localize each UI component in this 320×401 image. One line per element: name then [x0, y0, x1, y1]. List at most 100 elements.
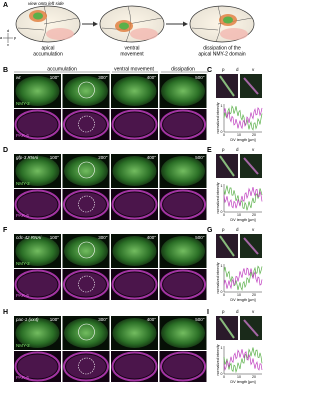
y-tick-label: 1: [221, 346, 223, 350]
par6-fill: [163, 354, 203, 379]
roi-circle: [78, 323, 95, 341]
nmy2-signal: [15, 318, 60, 348]
par6-fill: [163, 272, 203, 297]
intensity-curve: [223, 347, 263, 374]
panel-label: H: [3, 309, 8, 316]
step-label: apical: [41, 45, 54, 51]
nmy2-signal: [64, 318, 108, 348]
x-tick-label: 20: [252, 133, 256, 137]
side-axis-label: d: [236, 67, 239, 72]
y-tick-label: 0: [221, 372, 223, 376]
timestamp: 500'': [195, 75, 204, 80]
x-tick-label: 20: [252, 375, 256, 379]
intensity-curve: [223, 185, 263, 211]
x-tick-label: 0: [223, 375, 225, 379]
par6-signal: [160, 269, 206, 300]
x-axis-label: DV length [µm]: [230, 138, 255, 142]
step-label: apical NMY-2 domain: [198, 51, 246, 57]
nmy2-signal: [112, 236, 157, 266]
par6-fill: [17, 192, 58, 217]
cell-division: [17, 5, 79, 43]
side-axis-label: v: [252, 227, 255, 232]
intensity-curve: [223, 265, 263, 291]
par6-signal: [111, 109, 158, 140]
par6-signal: [111, 189, 158, 220]
kymo-signal: [219, 155, 235, 177]
par6-fill: [114, 112, 155, 137]
y-tick-label: 0: [221, 210, 223, 214]
side-axis-label: d: [236, 147, 239, 152]
timestamp: 100'': [50, 317, 59, 322]
side-axis-label: p: [222, 67, 225, 72]
panel-label: E: [207, 147, 212, 154]
y-tick-label: 1: [221, 264, 223, 268]
panel-label: G: [207, 227, 213, 234]
roi-circle: [78, 81, 95, 99]
par6-fill: [66, 354, 106, 379]
condition-label: pac-1 (xx4): [15, 317, 39, 322]
timestamp: 300'': [98, 75, 107, 80]
panel-label: B: [3, 67, 8, 74]
column-header: dissipation: [171, 66, 195, 72]
par6-signal: [14, 269, 61, 300]
nmy2-signal: [64, 236, 108, 266]
channel-label: PAR-6: [16, 293, 29, 298]
par6-signal: [160, 189, 206, 220]
nmy2-signal: [112, 318, 157, 348]
panel-label: D: [3, 147, 8, 154]
axis-label: d: [7, 28, 9, 33]
par6-fill: [17, 112, 58, 137]
y-tick-label: 1: [221, 104, 223, 108]
par6-signal: [111, 351, 158, 382]
nmy2-signal: [15, 156, 60, 186]
intensity-curve: [223, 106, 263, 130]
timestamp: 300'': [98, 317, 107, 322]
timestamp: 100'': [50, 155, 59, 160]
roi-circle: [78, 115, 95, 133]
nmy2-signal: [64, 156, 108, 186]
par6-fill: [66, 112, 106, 137]
timestamp: 500'': [195, 235, 204, 240]
intensity-curve: [223, 105, 263, 131]
channel-label: NMY-2: [16, 181, 30, 186]
column-header: accumulation: [47, 66, 77, 72]
channel-label: PAR-6: [16, 375, 29, 380]
axis-label: p: [14, 35, 17, 40]
par6-signal: [14, 109, 61, 140]
cell-fill: [130, 28, 158, 40]
par6-signal: [160, 351, 206, 382]
kymo-signal: [219, 317, 235, 339]
side-axis-label: p: [222, 227, 225, 232]
par6-fill: [66, 192, 106, 217]
par6-signal: [14, 351, 61, 382]
roi-circle: [78, 357, 95, 375]
par6-fill: [66, 272, 106, 297]
cell-fill: [220, 28, 248, 40]
par6-fill: [17, 354, 58, 379]
nmy2-signal: [161, 76, 205, 106]
par6-fill: [17, 272, 58, 297]
channel-label: NMY-2: [16, 101, 30, 106]
channel-label: PAR-6: [16, 213, 29, 218]
x-tick-label: 10: [237, 375, 241, 379]
timestamp: 500'': [195, 317, 204, 322]
x-tick-label: 20: [252, 213, 256, 217]
par6-fill: [163, 192, 203, 217]
step-label: accumulation: [33, 51, 63, 57]
kymo-signal: [243, 319, 259, 337]
timestamp: 300'': [98, 235, 107, 240]
par6-fill: [163, 112, 203, 137]
par6-fill: [114, 272, 155, 297]
x-axis-label: DV length [µm]: [230, 218, 255, 222]
panel-label: C: [207, 67, 212, 74]
panel-label: I: [207, 309, 209, 316]
timestamp: 500'': [195, 155, 204, 160]
channel-label: NMY-2: [16, 343, 30, 348]
nmy-domain-core: [223, 16, 233, 24]
y-axis-label: normalized intensity: [216, 262, 220, 293]
timestamp: 400'': [147, 75, 156, 80]
view-note: view onto left side: [28, 1, 64, 6]
panel-label: F: [3, 227, 8, 234]
x-tick-label: 0: [223, 293, 225, 297]
cell-fill: [46, 28, 74, 40]
